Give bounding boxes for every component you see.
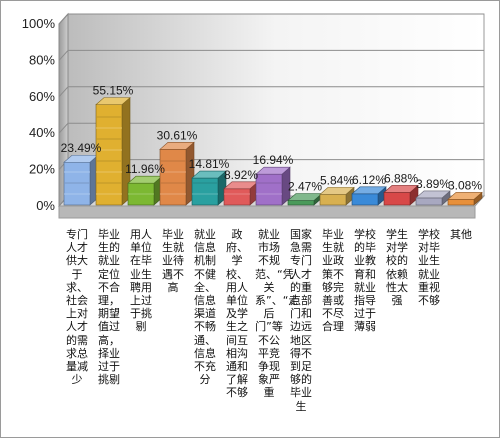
data-label: 2.47% — [288, 180, 322, 194]
x-category-label: 就业信息机制不健全、信息渠道不畅通、信息不充分 — [194, 228, 216, 387]
bar-top — [319, 187, 355, 195]
data-label: 55.15% — [93, 84, 134, 98]
bar — [159, 141, 195, 206]
y-tick-label: 100% — [22, 16, 56, 31]
bar-front — [383, 192, 411, 206]
bar-top — [191, 170, 227, 179]
bar-front — [63, 161, 91, 206]
x-category-label: 毕业生就业政策不够完善或不尽合理 — [322, 228, 344, 334]
bar-front — [223, 188, 251, 206]
bar — [319, 186, 355, 206]
bar-front — [415, 197, 443, 206]
y-tick-label: 60% — [29, 89, 55, 104]
bar-front — [95, 104, 123, 206]
data-label: 30.61% — [157, 128, 198, 142]
bar-top — [255, 166, 291, 175]
bar-front — [351, 193, 379, 206]
bar — [351, 186, 387, 206]
y-tick-label: 20% — [29, 162, 55, 177]
bars — [63, 96, 483, 206]
data-label: 6.12% — [352, 173, 386, 187]
data-label: 3.89% — [416, 177, 450, 191]
gridlines — [58, 13, 484, 207]
bar-front — [159, 148, 187, 206]
bar — [415, 190, 451, 206]
bar-top — [95, 97, 131, 105]
bar — [287, 192, 323, 206]
x-category-label: 其他 — [450, 228, 472, 241]
x-category-label: 学校的毕业教育和就业指导过于薄弱 — [354, 228, 376, 334]
y-tick-label: 40% — [29, 125, 55, 140]
bar-top — [383, 185, 419, 193]
floor-front — [58, 205, 476, 219]
y-axis-ticks: 0% 20% 40% 60% 80% 100% — [22, 16, 56, 213]
bar-front — [287, 200, 315, 206]
bar — [383, 184, 419, 206]
bar-top — [351, 186, 387, 195]
bar — [127, 175, 163, 206]
x-category-label: 用人单位在毕业生聘用上过于挑剔 — [130, 228, 152, 334]
bar-front — [191, 177, 219, 206]
x-category-label: 学生对学校的依赖性太强 — [386, 228, 408, 308]
data-labels: 23.49% 55.15% 11.96% 30.61% 14.81%8.92%16.94… — [61, 84, 483, 194]
bar — [95, 96, 131, 206]
x-category-label: 就业市场不规范、“凭关系”、“走后门”等不公平竞争现象严重 — [255, 228, 300, 400]
y-tick-label: 80% — [29, 52, 55, 67]
data-label: 23.49% — [61, 141, 102, 155]
bar-top — [447, 192, 483, 200]
x-category-label: 毕业生就业待遇不高 — [162, 228, 184, 294]
gridline-side — [58, 50, 69, 61]
y-tick-label: 0% — [36, 198, 55, 213]
bar — [223, 181, 259, 206]
x-category-label: 毕业生的就业定位不合理，期望值过高，择业过于挑剔 — [98, 228, 120, 387]
data-label: 6.88% — [384, 171, 418, 185]
back-wall — [67, 13, 485, 197]
x-category-label: 政府、学校、用人单位及学生之间互相沟通和了解不够 — [226, 228, 248, 400]
bar — [191, 170, 227, 206]
data-label: 3.08% — [448, 178, 482, 192]
bar-top — [159, 141, 195, 150]
bar — [255, 166, 291, 206]
data-label: 16.94% — [253, 153, 294, 167]
data-label: 8.92% — [224, 168, 258, 182]
x-category-label: 专门人才供大于求、社会上对人才的需求总量减少 — [66, 228, 88, 387]
data-label: 11.96% — [125, 162, 165, 176]
bar-front — [319, 194, 347, 206]
x-category-label: 国家急需专门人才的重点部门和边远地区得不到足够的毕业生 — [290, 228, 312, 413]
bar-front — [255, 173, 283, 206]
data-label: 5.84% — [320, 173, 354, 187]
bar — [63, 154, 99, 206]
bar-front — [447, 199, 475, 206]
gridline-side — [58, 86, 69, 98]
gridline-side — [58, 122, 69, 134]
gridline-side — [58, 13, 69, 25]
data-label: 14.81% — [189, 157, 230, 171]
x-category-label: 学校对毕业生就业重视不够 — [418, 228, 440, 308]
bar — [447, 191, 483, 206]
bar-top — [415, 190, 451, 199]
